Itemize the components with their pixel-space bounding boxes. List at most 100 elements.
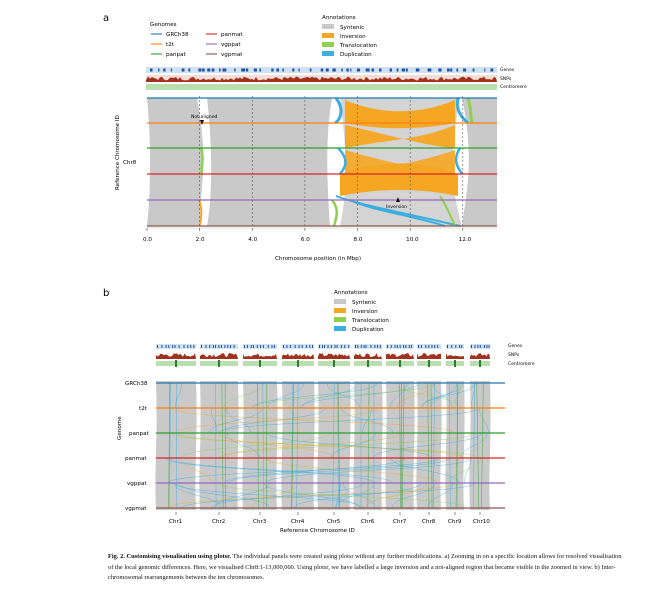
gene-mark	[415, 68, 420, 72]
b-rearrangement-link	[218, 482, 465, 509]
b-gene-mark	[312, 345, 314, 348]
b-gene-mark	[410, 345, 412, 348]
b-genes-track	[156, 344, 196, 349]
b-chr-tick-label: Chr2	[212, 519, 225, 525]
b-gene-mark	[286, 345, 288, 348]
b-rearrangement-link	[174, 482, 221, 509]
b-gene-mark	[174, 345, 176, 348]
b-intra-link	[291, 382, 294, 509]
b-gene-mark	[267, 345, 269, 348]
b-rearrangement-link	[167, 482, 454, 509]
b-rearrangement-link	[170, 407, 455, 434]
b-gene-mark	[283, 345, 284, 348]
b-intra-link	[427, 382, 430, 509]
gene-mark	[365, 68, 370, 72]
figure-caption: Fig. 2. Customising visualisation using …	[108, 552, 628, 584]
b-chr-tick-label: Chr5	[327, 519, 341, 525]
panel-b-label: b	[103, 288, 109, 299]
panel-a-x-ticks: 0.0 2.0 4.0 6.0 8.0 10.0 12.0	[143, 228, 472, 243]
gene-mark	[325, 68, 329, 72]
b-gene-mark	[218, 345, 220, 348]
b-rearrangement-link	[267, 432, 432, 459]
b-gene-mark	[330, 345, 332, 348]
b-gene-mark	[178, 345, 180, 348]
b-rearrangement-link	[301, 382, 359, 409]
b-gene-mark	[227, 345, 229, 348]
x-gridlines	[199, 96, 464, 228]
x-tick-label: 0.0	[143, 237, 152, 243]
b-gene-mark	[190, 345, 192, 348]
b-intra-link	[221, 382, 224, 509]
panel-a-y-tick-chr8: Chr8	[123, 160, 137, 166]
gene-mark	[188, 68, 191, 72]
b-intra-link	[168, 382, 171, 509]
b-gene-mark	[396, 345, 398, 348]
b-gene-mark	[399, 345, 401, 348]
gene-mark	[170, 68, 173, 72]
duplication-band-1	[334, 97, 343, 125]
b-intra-link	[455, 382, 459, 509]
b-gene-mark	[262, 345, 264, 348]
b-gene-mark	[425, 345, 427, 348]
b-gene-mark	[271, 345, 273, 348]
b-intra-link	[337, 382, 339, 509]
b-syntenic-band	[281, 381, 315, 510]
b-rearrangement-link	[177, 432, 464, 459]
b-gene-mark	[459, 345, 461, 348]
panel-a-label: a	[103, 13, 109, 24]
b-genes-track	[282, 344, 314, 349]
b-gene-mark	[418, 345, 419, 348]
gene-mark	[245, 68, 249, 72]
b-genes-track	[446, 344, 464, 349]
track-label-genes: Genes	[500, 67, 515, 73]
genomes-legend-title: Genomes	[150, 22, 177, 28]
legend-genome-panmat: panmat	[221, 32, 243, 38]
panel-a-annotation-legend: Annotations Syntenic Inversion Transloca…	[322, 15, 377, 58]
gene-mark	[456, 68, 459, 72]
b-gene-mark	[434, 345, 436, 348]
gene-mark	[207, 68, 211, 72]
b-rearrangement-link	[464, 457, 471, 484]
gene-mark	[219, 68, 221, 72]
b-intra-link	[476, 382, 480, 509]
b-intra-link	[401, 382, 405, 509]
b-centromere-mark	[218, 360, 220, 367]
duplication-band-3	[337, 147, 347, 175]
b-syntenic-band	[242, 381, 278, 510]
b-rearrangement-link	[390, 382, 407, 409]
b-gene-mark	[486, 345, 488, 348]
b-syntenic-band	[469, 381, 491, 510]
panel-b-annotation-legend: Annotations Syntenic Inversion Transloca…	[334, 290, 389, 333]
gene-mark	[253, 68, 257, 72]
track-label-centromere: Centromere	[500, 84, 527, 90]
annotations-legend-title: Annotations	[322, 15, 356, 21]
b-gene-mark	[244, 345, 245, 348]
b-intra-link	[332, 382, 335, 509]
duplication-band-4	[454, 147, 464, 175]
syntenic-band-right	[462, 98, 497, 226]
gene-mark	[463, 68, 467, 72]
panel-a-tracks: Genes SNPs Centromere	[146, 67, 527, 90]
b-track-label-snps: SNPs	[508, 352, 520, 358]
legend-genome-vgppat: vgppat	[221, 42, 241, 48]
b-legend-inversion: Inversion	[352, 309, 378, 315]
b-legend-duplication: Duplication	[352, 327, 384, 333]
b-centromere-mark	[479, 360, 481, 367]
b-gene-mark	[479, 345, 481, 348]
b-intra-link	[481, 382, 484, 509]
inversion-marker	[396, 197, 400, 202]
b-gene-mark	[357, 345, 359, 348]
b-gene-mark	[363, 345, 365, 348]
gene-mark	[346, 68, 349, 72]
panel-a-synteny: Not aligned Inversion	[147, 96, 497, 228]
b-genome-label-t2t: t2t	[139, 406, 148, 412]
b-snp-density	[470, 353, 490, 359]
b-chr-tick-label: Chr6	[361, 519, 375, 525]
b-centromere-mark	[175, 360, 177, 367]
b-gene-mark	[431, 345, 433, 348]
b-gene-mark	[405, 345, 407, 348]
b-gene-mark	[474, 345, 476, 348]
b-rearrangement-link	[214, 482, 270, 509]
b-chr-tick-label: Chr1	[169, 519, 183, 525]
